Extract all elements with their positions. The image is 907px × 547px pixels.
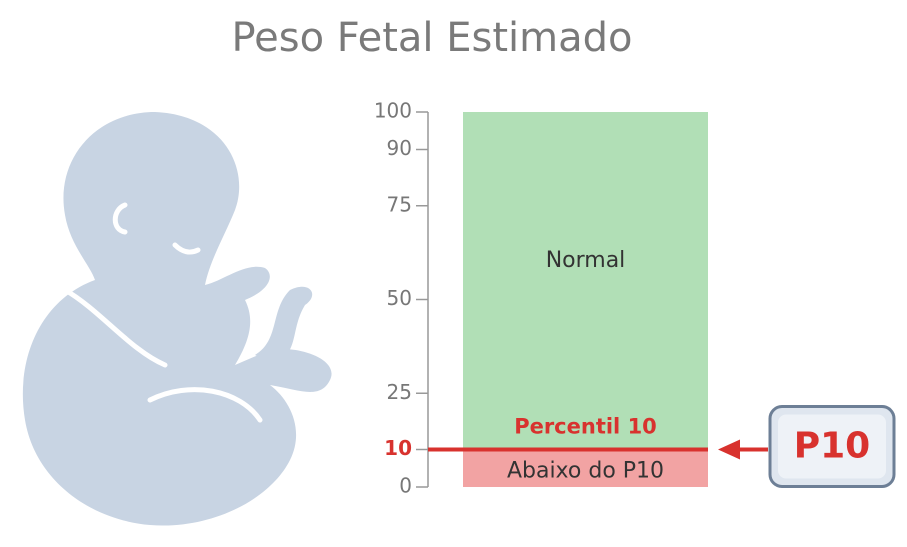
zone-label: Normal [546, 248, 626, 273]
body-shape [22, 112, 332, 526]
y-tick-label: 25 [387, 380, 412, 404]
zone [463, 449, 708, 487]
badge-label: P10 [794, 426, 870, 467]
zone [463, 112, 708, 450]
ear [112, 202, 128, 235]
y-tick-label: 10 [384, 436, 412, 460]
leg-line [147, 387, 263, 423]
y-tick-label: 0 [399, 474, 412, 498]
y-tick-label: 100 [374, 99, 412, 123]
fetus-lines [62, 202, 263, 423]
y-tick-label: 50 [387, 286, 412, 310]
fetus-illustration [22, 112, 332, 526]
chart-title: Peso Fetal Estimado [231, 15, 632, 61]
arm-line [62, 287, 168, 368]
badge-inner [778, 414, 886, 479]
umbilical-cord [255, 286, 313, 365]
arrow-head [718, 439, 740, 460]
threshold-label: Percentil 10 [514, 415, 657, 439]
y-tick-label: 90 [387, 136, 412, 160]
eye [172, 242, 201, 255]
y-tick-label: 75 [387, 192, 412, 216]
plot-area: Abaixo do P10 Normal 0 10 25 50 75 90 100 Percent… [374, 99, 896, 498]
zone-label: Abaixo do P10 [507, 458, 664, 483]
